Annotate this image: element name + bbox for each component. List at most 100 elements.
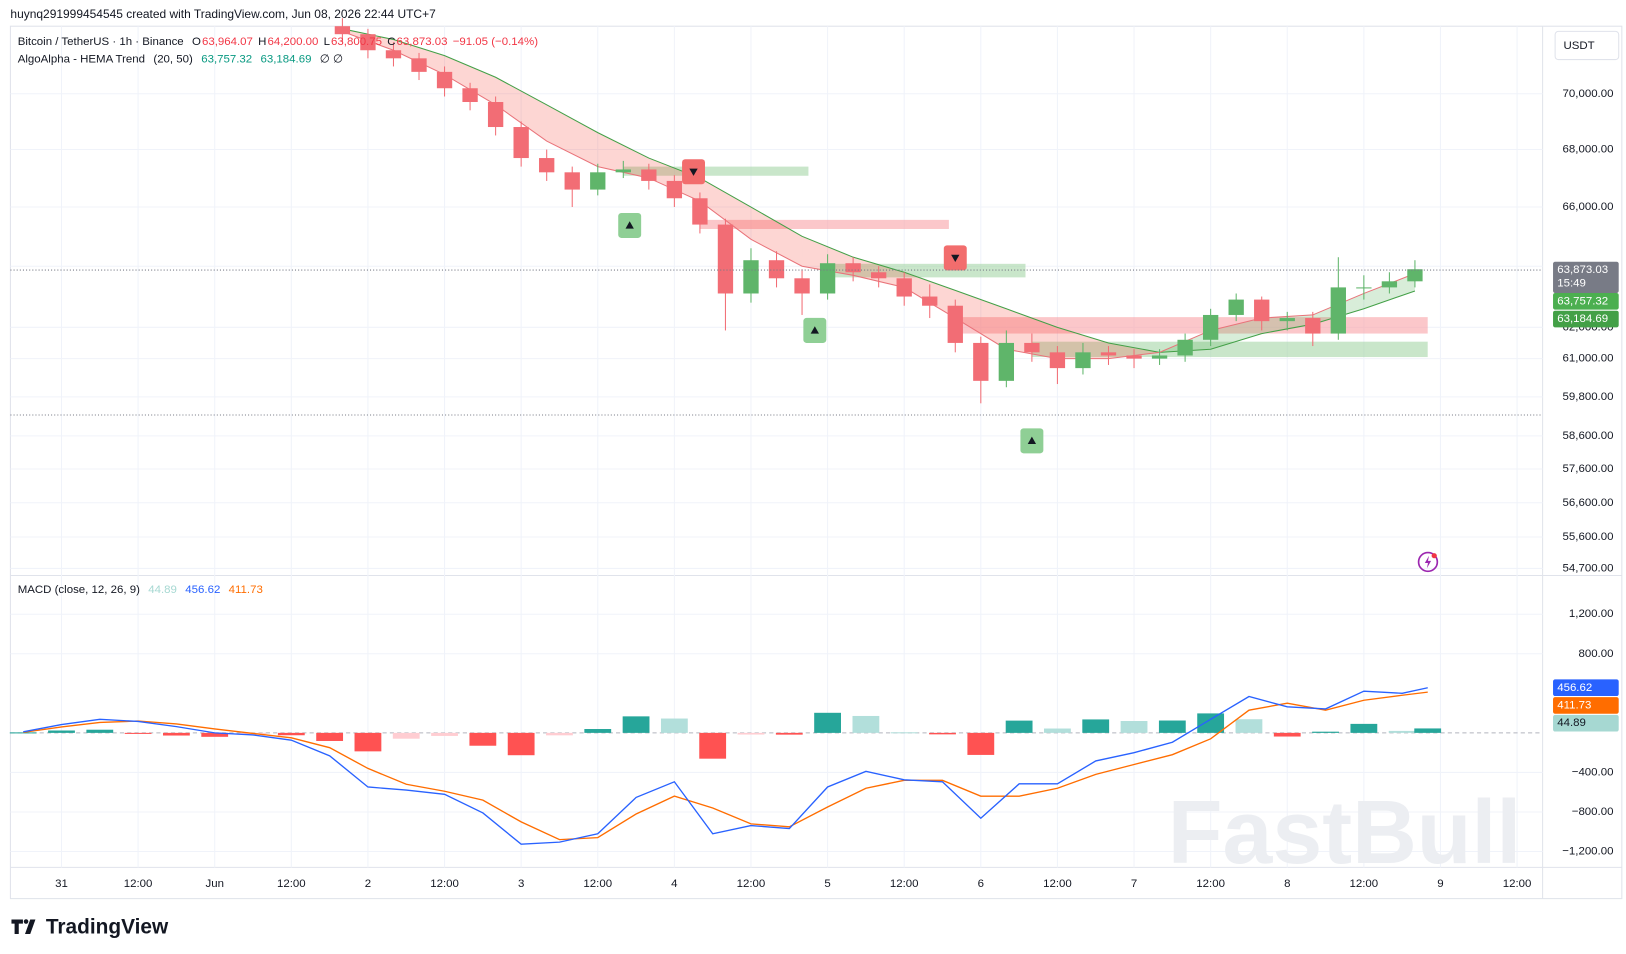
y-tick-label: 54,700.00: [1563, 562, 1614, 574]
histogram-badge: 44.89: [1557, 717, 1586, 729]
histogram-bar: [277, 732, 305, 736]
y-tick-label: 58,600.00: [1563, 430, 1614, 442]
histogram-bar: [124, 732, 152, 734]
y-tick-label: 800.00: [1578, 648, 1613, 660]
candle-body: [1049, 352, 1066, 369]
candle-body: [1151, 355, 1168, 359]
y-tick-label: 55,600.00: [1563, 531, 1614, 543]
legend-text: C: [387, 36, 395, 48]
histogram-bar: [1005, 720, 1033, 733]
zone: [623, 166, 809, 176]
macd-badge: 456.62: [1557, 682, 1592, 694]
candle-body: [1202, 314, 1219, 340]
candle-body: [973, 342, 989, 381]
candle-body: [819, 263, 836, 294]
candle-body: [666, 180, 683, 199]
alert-ring[interactable]: [1417, 551, 1439, 573]
candle-body: [1177, 339, 1193, 356]
y-tick-label: 70,000.00: [1563, 88, 1614, 100]
x-tick-label: 8: [1284, 878, 1290, 890]
signal-arrow: [951, 254, 960, 262]
candle-body: [411, 58, 427, 72]
legend-text: 44.89: [148, 584, 177, 596]
legend-text: L: [324, 36, 330, 48]
candle-body: [871, 272, 887, 279]
hema-slow-badge-bg: [1553, 310, 1619, 328]
legend-text: −91.05 (−0.14%): [453, 36, 539, 48]
alert-dot[interactable]: [1431, 553, 1437, 559]
grid: [10, 26, 1543, 868]
histogram-bar: [622, 716, 650, 733]
y-tick-label: 56,600.00: [1563, 497, 1614, 509]
candle-body: [1381, 281, 1398, 288]
candle-body: [692, 198, 708, 225]
trend-band: [1210, 318, 1262, 350]
alert-bolt[interactable]: [1424, 555, 1432, 569]
brand-logo: [11, 919, 36, 935]
x-tick-label: 4: [671, 878, 678, 890]
y-tick-label: 61,000.00: [1563, 353, 1614, 365]
legend-text: 63,964.07: [202, 36, 253, 48]
histogram-bar: [48, 730, 75, 733]
y-tick-label: −1,200.00: [1562, 846, 1613, 858]
histogram-bar: [1044, 728, 1071, 733]
candle-body: [717, 224, 734, 294]
zone: [699, 219, 949, 229]
frame: [9, 25, 1623, 900]
currency[interactable]: USDT: [1564, 40, 1595, 52]
histogram-bar: [584, 729, 612, 733]
trend-band: [546, 104, 598, 167]
histogram-bar: [890, 732, 918, 734]
y-tick-label: 66,000.00: [1563, 201, 1614, 213]
histogram-bar: [1350, 723, 1378, 733]
candle-body: [794, 278, 810, 294]
histogram-bar: [852, 715, 880, 733]
candle-body: [1330, 287, 1346, 334]
candle-body: [1279, 318, 1295, 322]
histogram-bar: [1312, 731, 1339, 733]
alert-icon[interactable]: [1417, 551, 1439, 573]
histogram-bar: [967, 732, 995, 755]
x-tick-label: 12:00: [1043, 878, 1072, 890]
y-tick-label: 68,000.00: [1563, 144, 1614, 156]
x-tick-label: 12:00: [1350, 878, 1379, 890]
countdown: 15:49: [1557, 278, 1586, 290]
candle-body: [768, 260, 785, 279]
legend-text: ∅ ∅: [320, 54, 343, 66]
candle-body: [564, 172, 580, 190]
histogram-bar: [775, 732, 803, 735]
x-tick-label: 6: [978, 878, 984, 890]
histogram-bar: [1273, 732, 1301, 737]
x-tick-label: 12:00: [1196, 878, 1225, 890]
histogram-bar: [354, 732, 382, 752]
legend-text: 456.62: [185, 584, 220, 596]
candle-body: [1228, 299, 1244, 315]
histogram-bar: [86, 729, 114, 733]
histogram-bar: [1082, 719, 1110, 733]
histogram-bar: [1388, 730, 1416, 733]
x-tick-label: 12:00: [124, 878, 153, 890]
x-tick-label: Jun: [205, 878, 223, 890]
histogram-bar: [1414, 728, 1442, 733]
histogram-bar: [469, 732, 497, 746]
zone: [1031, 341, 1428, 358]
hema-slow-badge: 63,184.69: [1557, 313, 1608, 325]
currency-button[interactable]: [1554, 30, 1620, 61]
histogram-bar: [9, 732, 37, 734]
plot: [9, 18, 1543, 845]
trend-band: [955, 290, 1007, 350]
candle-body: [462, 88, 478, 103]
x-tick-label: 9: [1437, 878, 1443, 890]
candle-body: [1407, 269, 1423, 282]
brand-name: TradingView: [46, 915, 169, 938]
trend-band: [597, 132, 649, 179]
hema-slow-line: [342, 28, 1416, 353]
candle-body: [1254, 299, 1270, 322]
candle-body: [1024, 342, 1040, 353]
candle-body: [998, 342, 1015, 381]
legend-text: 411.73: [229, 584, 263, 596]
legend-text: 63,184.69: [261, 54, 312, 66]
y-tick-label: 57,600.00: [1563, 463, 1614, 475]
signal-arrow: [689, 168, 698, 176]
